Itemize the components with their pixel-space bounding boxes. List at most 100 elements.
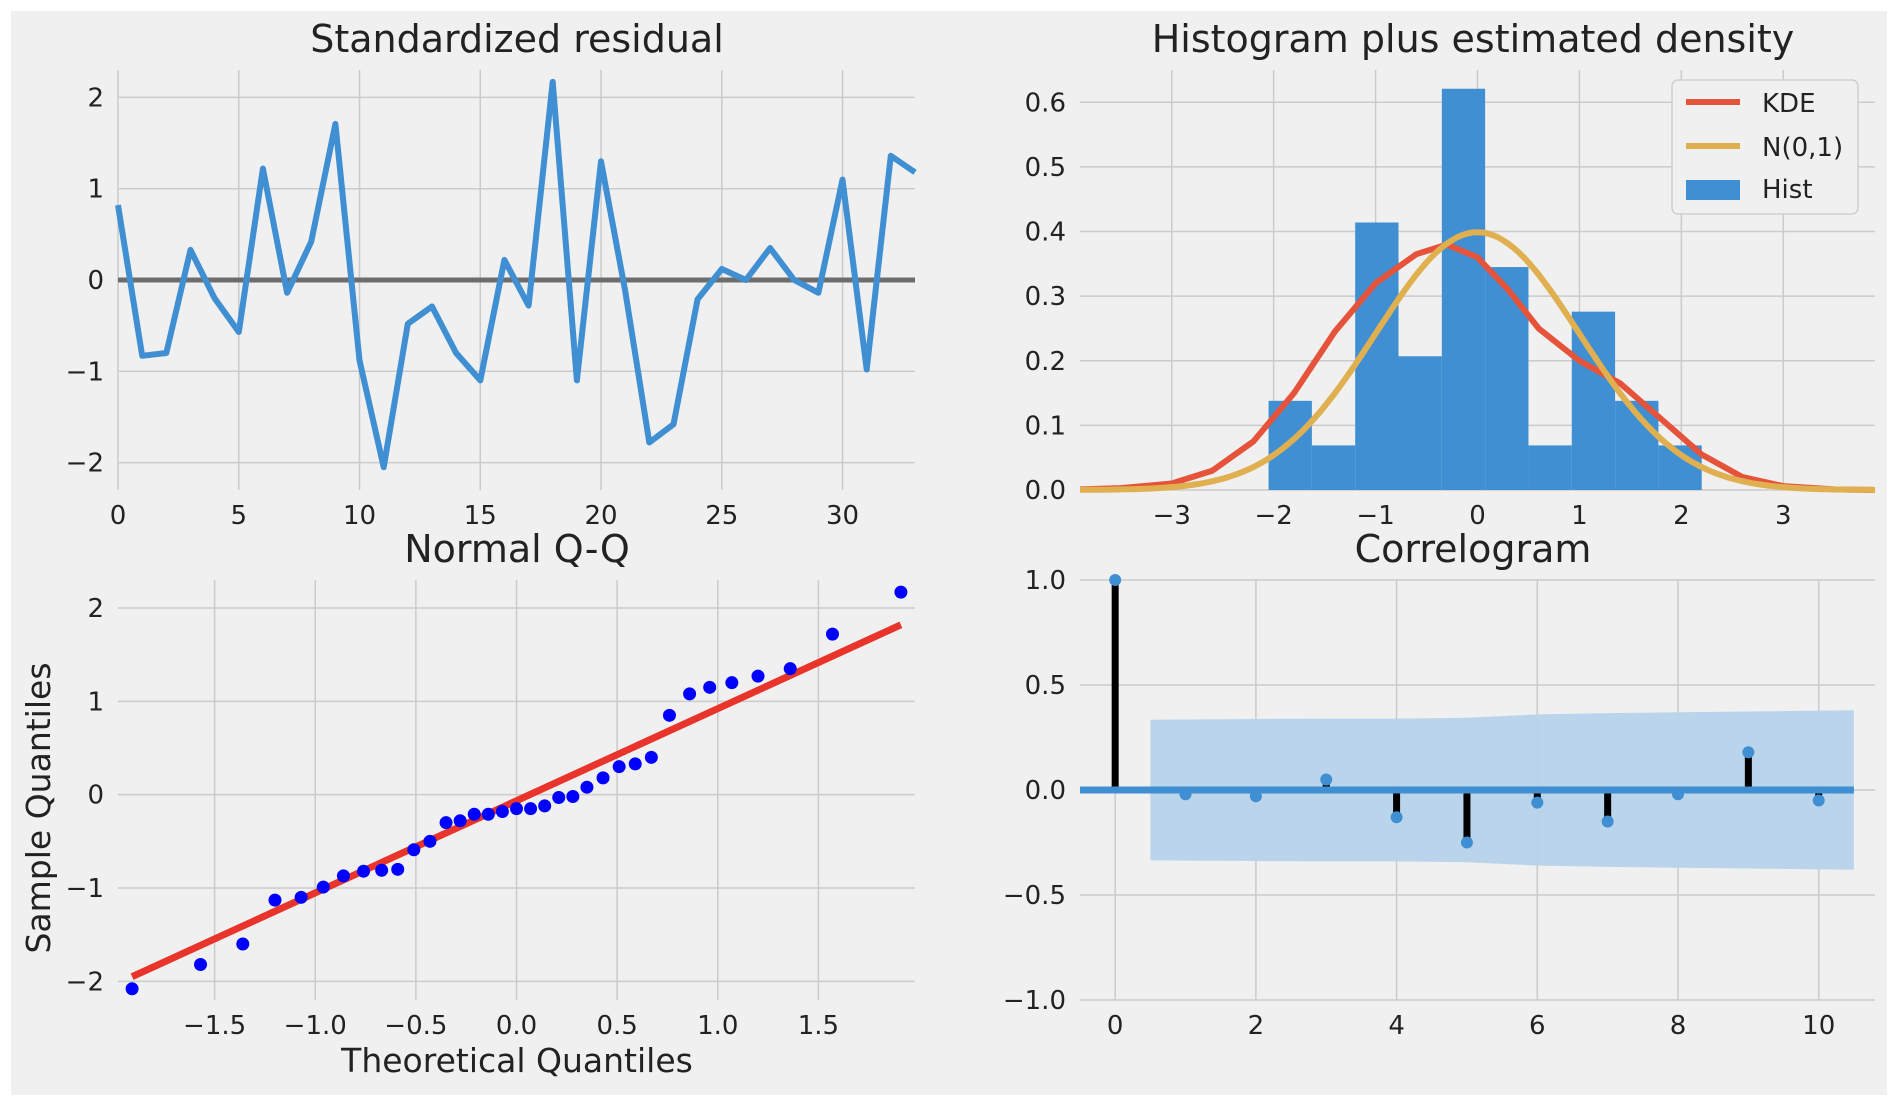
qq-points (125, 585, 908, 996)
y-tick-label: 1 (87, 687, 104, 717)
qq-fit-line (130, 621, 903, 980)
qq-point (481, 807, 495, 821)
x-tick-label: 3 (1775, 501, 1792, 531)
x-tick-label: 1.0 (697, 1011, 738, 1041)
qq-point (375, 863, 389, 877)
qq-point (391, 862, 405, 876)
y-tick-label: 0.6 (1025, 88, 1066, 118)
legend-normal-label: N(0,1) (1762, 133, 1843, 163)
x-tick-label: 15 (464, 501, 497, 531)
y-tick-label: −2 (66, 967, 104, 997)
qq-point (662, 708, 676, 722)
qq-point (294, 890, 308, 904)
qq-point (407, 843, 421, 857)
residual-title: Standardized residual (310, 17, 724, 61)
x-tick-label: −3 (1153, 501, 1191, 531)
y-tick-label: 0.2 (1025, 347, 1066, 377)
qq-point (194, 958, 208, 972)
qq-point (467, 807, 481, 821)
qq-title: Normal Q-Q (404, 527, 630, 571)
x-tick-label: 0 (1469, 501, 1486, 531)
qq-point (423, 834, 437, 848)
acf-marker (1672, 788, 1685, 801)
x-tick-label: 6 (1529, 1011, 1546, 1041)
qq-point (596, 771, 610, 785)
residual-ticks: 0 5 10 15 20 25 30 −2 −1 0 1 2 (66, 83, 859, 531)
qq-point (538, 799, 552, 813)
qq-point (725, 676, 739, 690)
qq-grid (118, 580, 915, 1000)
qq-point (628, 757, 642, 771)
qq-point (894, 585, 908, 599)
acf-marker (1742, 746, 1755, 759)
qq-panel: Normal Q-Q −1.5 −1.0 −0.5 0.0 0.5 1.0 1.5 −2 −1 0… (19, 527, 915, 1080)
histogram-ticks: −3 −2 −1 0 1 2 3 0.0 0.1 0.2 0.3 0.4 0.5 0.6 (1025, 88, 1792, 531)
normal-curve (1079, 229, 1876, 493)
qq-point (336, 869, 350, 883)
x-tick-label: −0.5 (384, 1011, 447, 1041)
qq-xlabel: Theoretical Quantiles (340, 1041, 693, 1080)
histogram-bar (1398, 356, 1442, 490)
qq-ylabel: Sample Quantiles (19, 662, 58, 953)
histogram-panel: Histogram plus estimated density −3 −2 −1 0… (1025, 17, 1876, 531)
histogram-bar (1485, 267, 1529, 490)
y-tick-label: 0 (87, 266, 104, 296)
x-tick-label: −1 (1356, 501, 1394, 531)
y-tick-label: 0.4 (1025, 218, 1066, 248)
acf-marker (1179, 788, 1192, 801)
acf-marker (1320, 773, 1333, 786)
y-tick-label: 0.3 (1025, 282, 1066, 312)
y-tick-label: −1 (66, 357, 104, 387)
residual-line (115, 78, 917, 471)
qq-point (566, 790, 580, 804)
qq-point (357, 864, 371, 878)
x-tick-label: 2 (1673, 501, 1690, 531)
residual-panel: Standardized residual 0 5 10 15 20 25 30 −2 −1 0 1… (66, 17, 917, 531)
qq-point (751, 669, 765, 683)
qq-reference-line (130, 621, 903, 980)
qq-point (439, 816, 453, 830)
acf-marker (1390, 811, 1403, 824)
qq-ticks: −1.5 −1.0 −0.5 0.0 0.5 1.0 1.5 −2 −1 0 1 2 (66, 594, 839, 1041)
legend-hist-label: Hist (1762, 175, 1813, 205)
y-tick-label: −2 (66, 449, 104, 479)
histogram-bar (1311, 445, 1356, 490)
y-tick-label: −1 (66, 874, 104, 904)
acf-marker (1812, 794, 1825, 807)
acf-marker (1109, 574, 1122, 586)
legend-kde-label: KDE (1762, 89, 1816, 119)
legend-hist-swatch (1686, 180, 1740, 200)
correlogram-title: Correlogram (1355, 527, 1592, 571)
x-tick-label: 4 (1388, 1011, 1405, 1041)
qq-point (612, 760, 626, 774)
histogram-title: Histogram plus estimated density (1152, 17, 1795, 61)
x-tick-label: 0 (1107, 1011, 1124, 1041)
qq-point (125, 982, 139, 996)
y-tick-label: 0.0 (1025, 776, 1066, 806)
correlogram-ticks: 0 2 4 6 8 10 −1.0 −0.5 0.0 0.5 1.0 (1003, 566, 1835, 1041)
acf-marker (1460, 836, 1473, 849)
y-tick-label: 0.5 (1025, 153, 1066, 183)
y-tick-label: 2 (87, 83, 104, 113)
acf-marker (1531, 796, 1544, 809)
qq-point (552, 790, 566, 804)
qq-point (683, 687, 697, 701)
y-tick-label: 0.1 (1025, 411, 1066, 441)
qq-point (495, 804, 509, 818)
x-tick-label: 8 (1670, 1011, 1687, 1041)
x-tick-label: 10 (343, 501, 376, 531)
qq-point (703, 680, 717, 694)
y-tick-label: 2 (87, 594, 104, 624)
qq-point (268, 893, 282, 907)
x-tick-label: −2 (1254, 501, 1292, 531)
x-tick-label: 0.0 (496, 1011, 537, 1041)
x-tick-label: −1.5 (183, 1011, 246, 1041)
x-tick-label: 10 (1802, 1011, 1835, 1041)
qq-point (524, 802, 538, 816)
histogram-legend: KDE N(0,1) Hist (1671, 79, 1859, 215)
qq-point (783, 662, 797, 676)
histogram-bar (1528, 445, 1572, 490)
y-tick-label: −0.5 (1003, 881, 1066, 911)
figure-frame (11, 11, 1887, 1095)
